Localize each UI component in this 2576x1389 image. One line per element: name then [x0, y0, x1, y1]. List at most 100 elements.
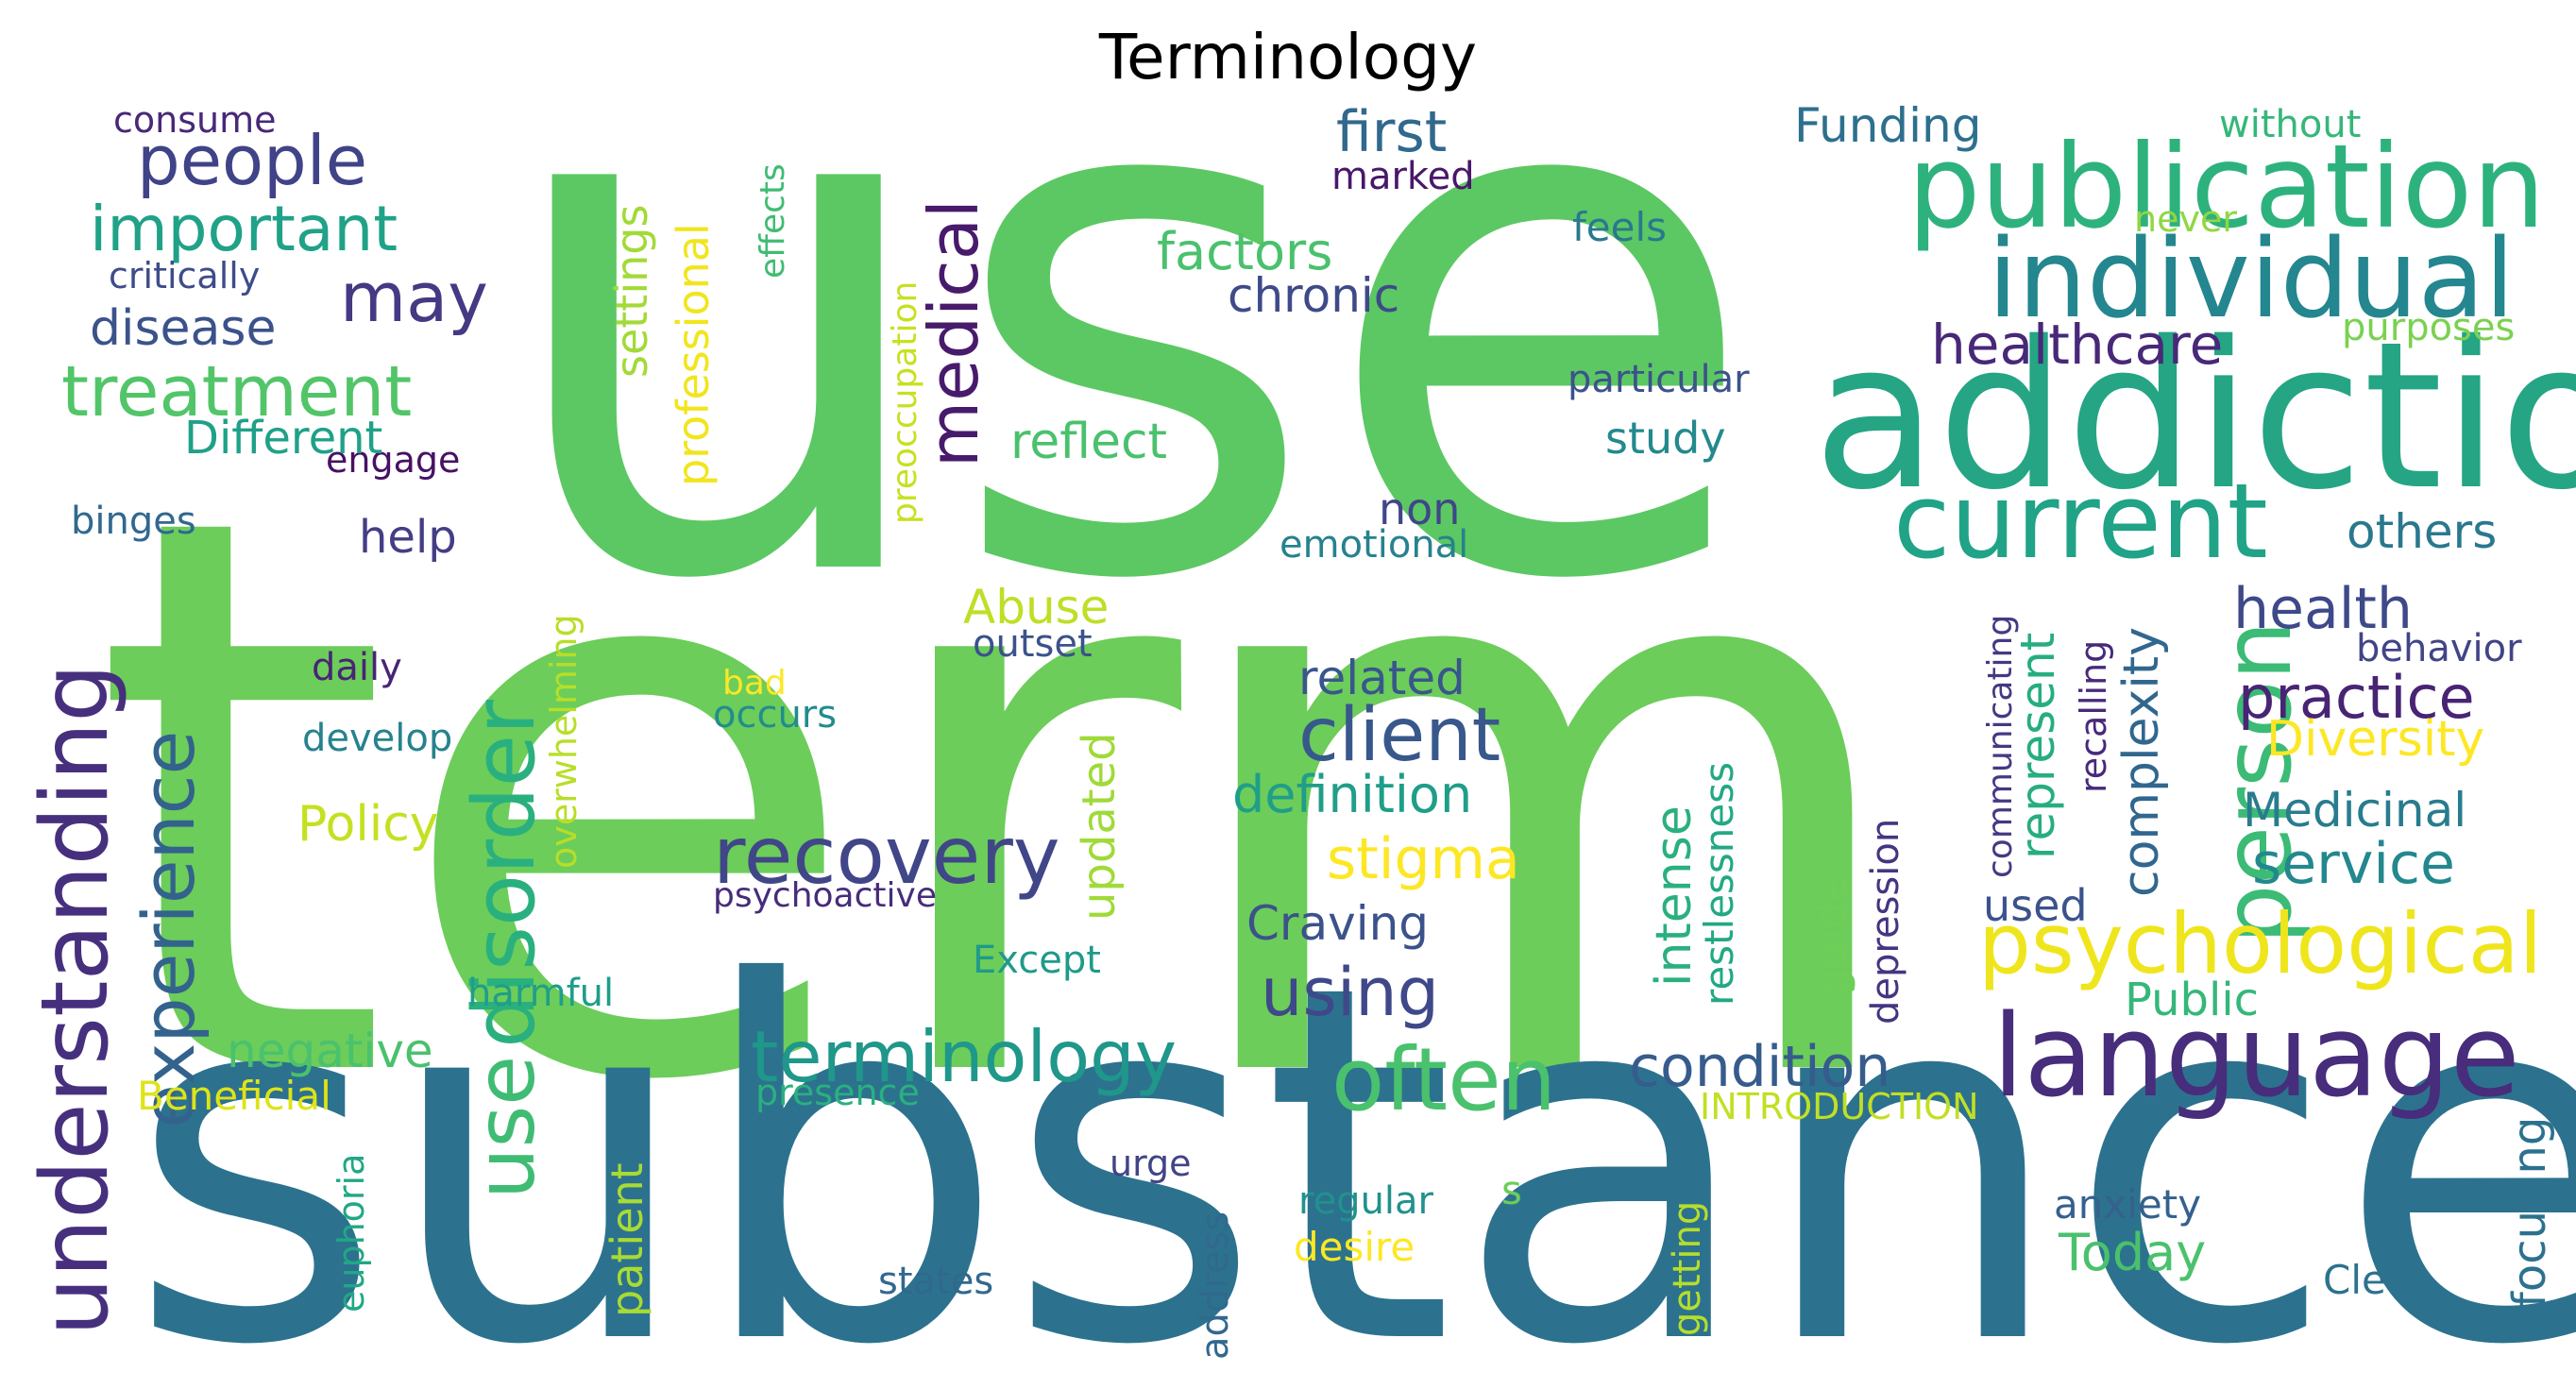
cloud-word: Abuse	[963, 580, 1109, 635]
cloud-word: settings	[606, 205, 657, 378]
cloud-word: important	[90, 193, 398, 265]
cloud-word: Beneficial	[137, 1073, 331, 1119]
cloud-word: psychoactive	[713, 876, 937, 915]
cloud-word: marked	[1331, 155, 1475, 198]
cloud-word: Different	[184, 412, 382, 465]
cloud-word: condition	[1629, 1034, 1890, 1100]
cloud-word: first	[1336, 99, 1447, 165]
cloud-word: overwhelming	[543, 614, 585, 869]
cloud-word: regular	[1298, 1179, 1434, 1223]
cloud-word: updated	[1073, 732, 1126, 921]
cloud-word: urge	[1110, 1143, 1192, 1184]
cloud-word: reflect	[1010, 414, 1167, 470]
cloud-title: Terminology	[1098, 21, 1478, 93]
cloud-word: consume	[113, 99, 277, 141]
cloud-word: psychological	[1978, 895, 2542, 992]
cloud-word: daily	[312, 646, 402, 689]
cloud-word: s	[1501, 1167, 1522, 1213]
cloud-word: study	[1605, 413, 1726, 464]
cloud-word: effects	[754, 163, 792, 279]
cloud-word: guide	[1805, 874, 1856, 996]
cloud-word: term	[90, 353, 1918, 1249]
cloud-word: disease	[90, 300, 277, 357]
cloud-word: negative	[227, 1024, 433, 1078]
cloud-word: terminology	[751, 1015, 1177, 1098]
cloud-word: recovery	[713, 809, 1060, 902]
cloud-word: language	[1992, 991, 2520, 1123]
cloud-word: Public	[2125, 974, 2259, 1026]
cloud-word: represent	[2010, 633, 2065, 859]
cloud-word: others	[2347, 504, 2497, 559]
cloud-word: focusing	[2503, 1117, 2556, 1308]
cloud-word: professional	[668, 223, 719, 486]
cloud-word: non	[1379, 483, 1460, 534]
cloud-word: using	[1261, 954, 1439, 1031]
cloud-word: use	[491, 0, 1761, 737]
cloud-word: health	[2233, 576, 2413, 642]
cloud-word: individual	[1988, 216, 2515, 343]
cloud-word: current	[1893, 461, 2268, 582]
cloud-word: develop	[302, 717, 452, 760]
cloud-word: healthcare	[1931, 313, 2223, 377]
cloud-word: substance	[127, 880, 2576, 1389]
cloud-word: use	[459, 1056, 553, 1199]
cloud-word: Today	[2058, 1223, 2206, 1282]
cloud-word: Clear	[2323, 1257, 2428, 1303]
cloud-word: Craving	[1246, 896, 1429, 951]
cloud-word: feels	[1572, 204, 1667, 250]
cloud-word: harmful	[467, 972, 614, 1015]
cloud-word: binges	[71, 500, 196, 543]
cloud-word: Medicinal	[2243, 783, 2466, 838]
cloud-word: address	[1194, 1211, 1237, 1360]
cloud-word: depression	[1864, 819, 1907, 1025]
cloud-word: definition	[1232, 765, 1472, 824]
cloud-word: publication	[1907, 120, 2546, 254]
cloud-word: factors	[1157, 222, 1332, 281]
cloud-word: patient	[602, 1162, 652, 1317]
cloud-word: engage	[326, 439, 460, 481]
cloud-word: particular	[1568, 358, 1750, 401]
cloud-word: may	[340, 258, 488, 337]
cloud-word: understanding	[22, 664, 129, 1336]
cloud-word: treatment	[61, 351, 412, 432]
cloud-word: addiction	[1813, 297, 2576, 534]
cloud-word: anxiety	[2054, 1181, 2201, 1228]
cloud-word: intense	[1646, 805, 1703, 987]
cloud-word: without	[2219, 103, 2361, 146]
cloud-word: critically	[109, 255, 260, 296]
cloud-word: Diversity	[2266, 711, 2484, 768]
cloud-word: complexity	[2113, 627, 2170, 897]
cloud-word: bad	[722, 664, 787, 703]
cloud-word: service	[2252, 831, 2455, 897]
cloud-word: preoccupation	[886, 281, 924, 524]
cloud-word: chronic	[1228, 268, 1399, 323]
cloud-word: often	[1331, 1029, 1556, 1130]
cloud-word: recalling	[2073, 640, 2114, 793]
cloud-word: desire	[1294, 1224, 1415, 1270]
cloud-word: related	[1298, 651, 1466, 705]
cloud-word: states	[878, 1260, 993, 1303]
cloud-word: used	[1983, 880, 2088, 931]
cloud-word: medical	[914, 199, 993, 467]
cloud-word: outset	[973, 622, 1093, 666]
cloud-word: euphoria	[330, 1154, 372, 1313]
cloud-word: person	[2202, 620, 2313, 944]
cloud-word: occurs	[713, 693, 837, 737]
cloud-word: practice	[2238, 663, 2475, 732]
cloud-word: help	[359, 511, 457, 564]
cloud-word: Policy	[297, 796, 439, 853]
cloud-word: Funding	[1794, 98, 1981, 153]
cloud-word: Except	[973, 939, 1101, 982]
cloud-word: client	[1298, 693, 1500, 778]
cloud-word: never	[2134, 198, 2237, 240]
cloud-word: emotional	[1280, 523, 1468, 567]
cloud-word: communicating	[1981, 615, 2020, 878]
cloud-word: INTRODUCTION	[1700, 1086, 1979, 1127]
cloud-word: getting	[1666, 1201, 1709, 1336]
cloud-word: restlessness	[1696, 762, 1742, 1006]
cloud-word: presence	[755, 1072, 920, 1113]
cloud-word: purposes	[2342, 306, 2515, 349]
cloud-word: stigma	[1327, 826, 1520, 892]
cloud-word: disorder	[455, 700, 554, 1048]
